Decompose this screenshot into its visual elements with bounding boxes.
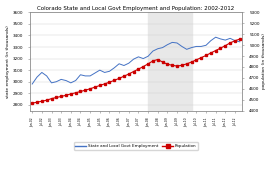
Y-axis label: population (in thousands): population (in thousands) [262,33,267,89]
Legend: State and Local Govt Employment, Population: State and Local Govt Employment, Populat… [74,142,198,150]
Title: Colorado State and Local Govt Employment and Population: 2002-2012: Colorado State and Local Govt Employment… [37,6,235,11]
Y-axis label: state employment (in thousands): state employment (in thousands) [5,25,10,98]
Bar [148,12,191,111]
